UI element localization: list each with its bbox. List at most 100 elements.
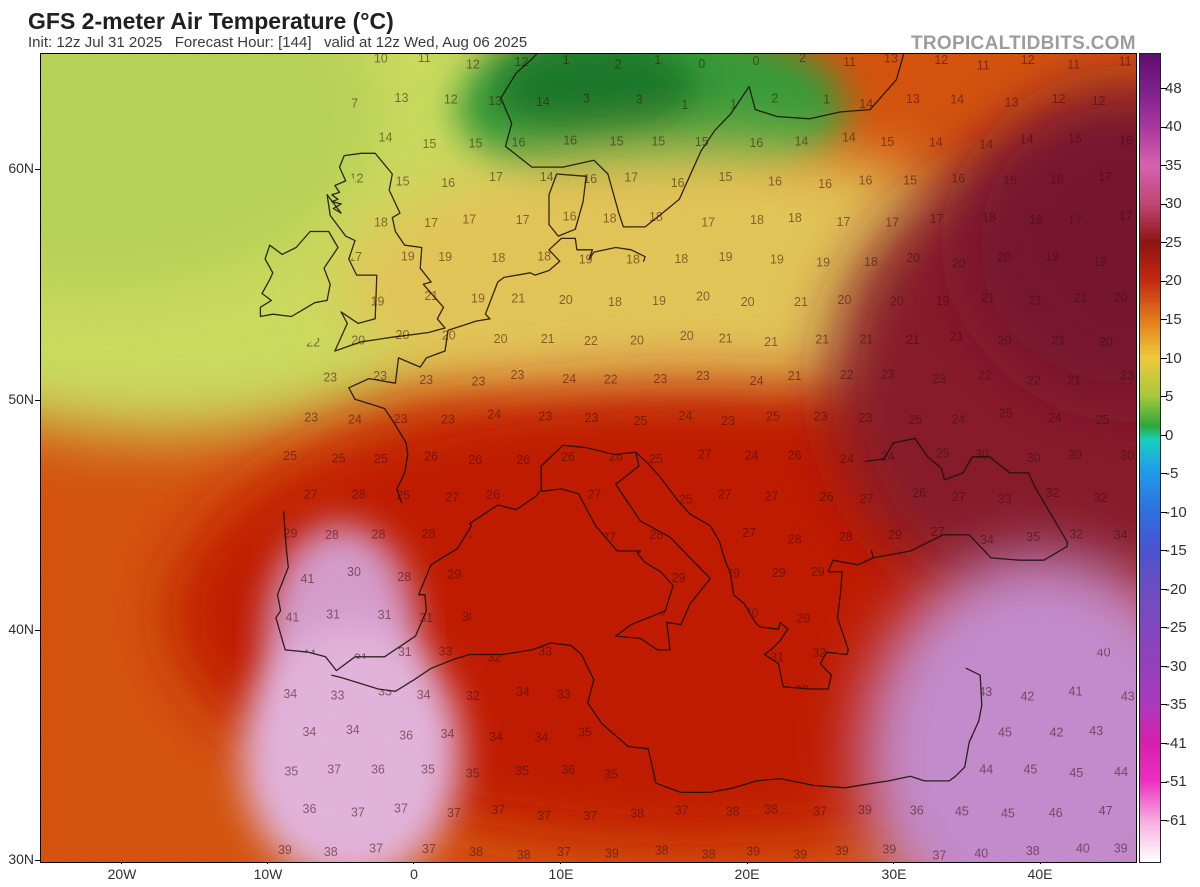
svg-text:13: 13 [1005,95,1019,109]
svg-text:2: 2 [799,54,806,65]
svg-text:28: 28 [260,489,274,503]
svg-text:40: 40 [1076,841,1090,855]
svg-text:25: 25 [649,452,663,466]
svg-text:34: 34 [839,687,853,701]
svg-text:34: 34 [882,684,896,698]
svg-text:32: 32 [812,646,826,660]
svg-text:18: 18 [603,212,617,226]
svg-text:37: 37 [837,767,851,781]
svg-text:36: 36 [256,804,270,818]
svg-text:40: 40 [144,842,158,856]
svg-text:34: 34 [980,533,994,547]
svg-text:21: 21 [66,330,80,344]
svg-text:39: 39 [746,844,760,858]
svg-text:32: 32 [587,647,601,661]
svg-text:25: 25 [283,449,297,463]
svg-text:14: 14 [979,137,993,151]
svg-text:28: 28 [788,532,802,546]
svg-text:19: 19 [438,250,452,264]
svg-text:18: 18 [788,211,802,225]
svg-text:28: 28 [397,570,411,584]
svg-text:27: 27 [74,489,88,503]
svg-text:28: 28 [325,528,339,542]
svg-text:32: 32 [515,609,529,623]
svg-text:36: 36 [1069,605,1083,619]
svg-text:15: 15 [96,216,110,230]
svg-text:32: 32 [208,646,222,660]
svg-text:15: 15 [903,173,917,187]
svg-text:6: 6 [52,58,59,72]
svg-text:18: 18 [982,211,996,225]
svg-text:23: 23 [373,369,387,383]
svg-text:16: 16 [749,136,763,150]
svg-text:20: 20 [890,294,904,308]
svg-text:31: 31 [378,608,392,622]
svg-text:13: 13 [260,176,274,190]
svg-text:38: 38 [211,807,225,821]
svg-text:20: 20 [396,328,410,342]
svg-text:23: 23 [145,373,159,387]
svg-text:38: 38 [764,803,778,817]
svg-text:27: 27 [931,525,945,539]
svg-text:16: 16 [282,215,296,229]
svg-text:27: 27 [563,526,577,540]
svg-text:36: 36 [561,763,575,777]
svg-text:26: 26 [121,493,135,507]
svg-text:9: 9 [212,98,219,112]
svg-text:14: 14 [842,131,856,145]
svg-text:14: 14 [379,131,393,145]
svg-text:26: 26 [540,490,554,504]
svg-text:21: 21 [859,333,873,347]
svg-text:19: 19 [47,294,61,308]
svg-text:35: 35 [421,762,435,776]
svg-text:27: 27 [718,488,732,502]
svg-text:34: 34 [814,724,828,738]
svg-text:29: 29 [207,570,221,584]
svg-text:22: 22 [1027,374,1041,388]
svg-text:20: 20 [630,334,644,348]
svg-text:24: 24 [881,450,895,464]
svg-text:23: 23 [230,372,244,386]
svg-text:33: 33 [998,492,1012,506]
svg-text:41: 41 [1069,684,1083,698]
svg-text:27: 27 [860,492,874,506]
svg-text:22: 22 [584,334,598,348]
svg-text:3: 3 [636,93,643,107]
svg-text:37: 37 [327,762,341,776]
svg-text:11: 11 [189,131,202,145]
svg-text:36: 36 [910,803,924,817]
svg-text:24: 24 [90,452,104,466]
svg-text:38: 38 [726,805,740,819]
svg-text:22: 22 [211,332,225,346]
svg-text:32: 32 [466,689,480,703]
svg-text:35: 35 [858,724,872,738]
svg-text:23: 23 [394,412,408,426]
svg-text:20: 20 [838,293,852,307]
svg-text:16: 16 [583,172,597,186]
svg-text:15: 15 [422,137,436,151]
svg-text:25: 25 [999,407,1013,421]
svg-text:23: 23 [165,413,179,427]
svg-text:22: 22 [978,369,992,383]
svg-text:39: 39 [1114,841,1128,855]
svg-text:18: 18 [1029,213,1043,227]
svg-text:31: 31 [882,610,896,624]
svg-text:26: 26 [165,493,179,507]
svg-text:46: 46 [1049,806,1063,820]
svg-text:21: 21 [52,370,66,384]
svg-text:34: 34 [302,725,316,739]
svg-text:20: 20 [442,328,456,342]
svg-text:22: 22 [604,373,618,387]
svg-text:0: 0 [753,54,760,68]
svg-text:14: 14 [929,136,943,150]
svg-text:11: 11 [977,59,990,73]
svg-text:16: 16 [441,176,455,190]
svg-text:38: 38 [1121,607,1135,621]
svg-text:7: 7 [187,54,194,67]
svg-text:34: 34 [283,687,297,701]
svg-text:10: 10 [374,54,388,66]
svg-text:17: 17 [1068,213,1082,227]
svg-text:7: 7 [351,97,358,111]
svg-text:20: 20 [952,257,966,271]
svg-text:41: 41 [955,648,969,662]
